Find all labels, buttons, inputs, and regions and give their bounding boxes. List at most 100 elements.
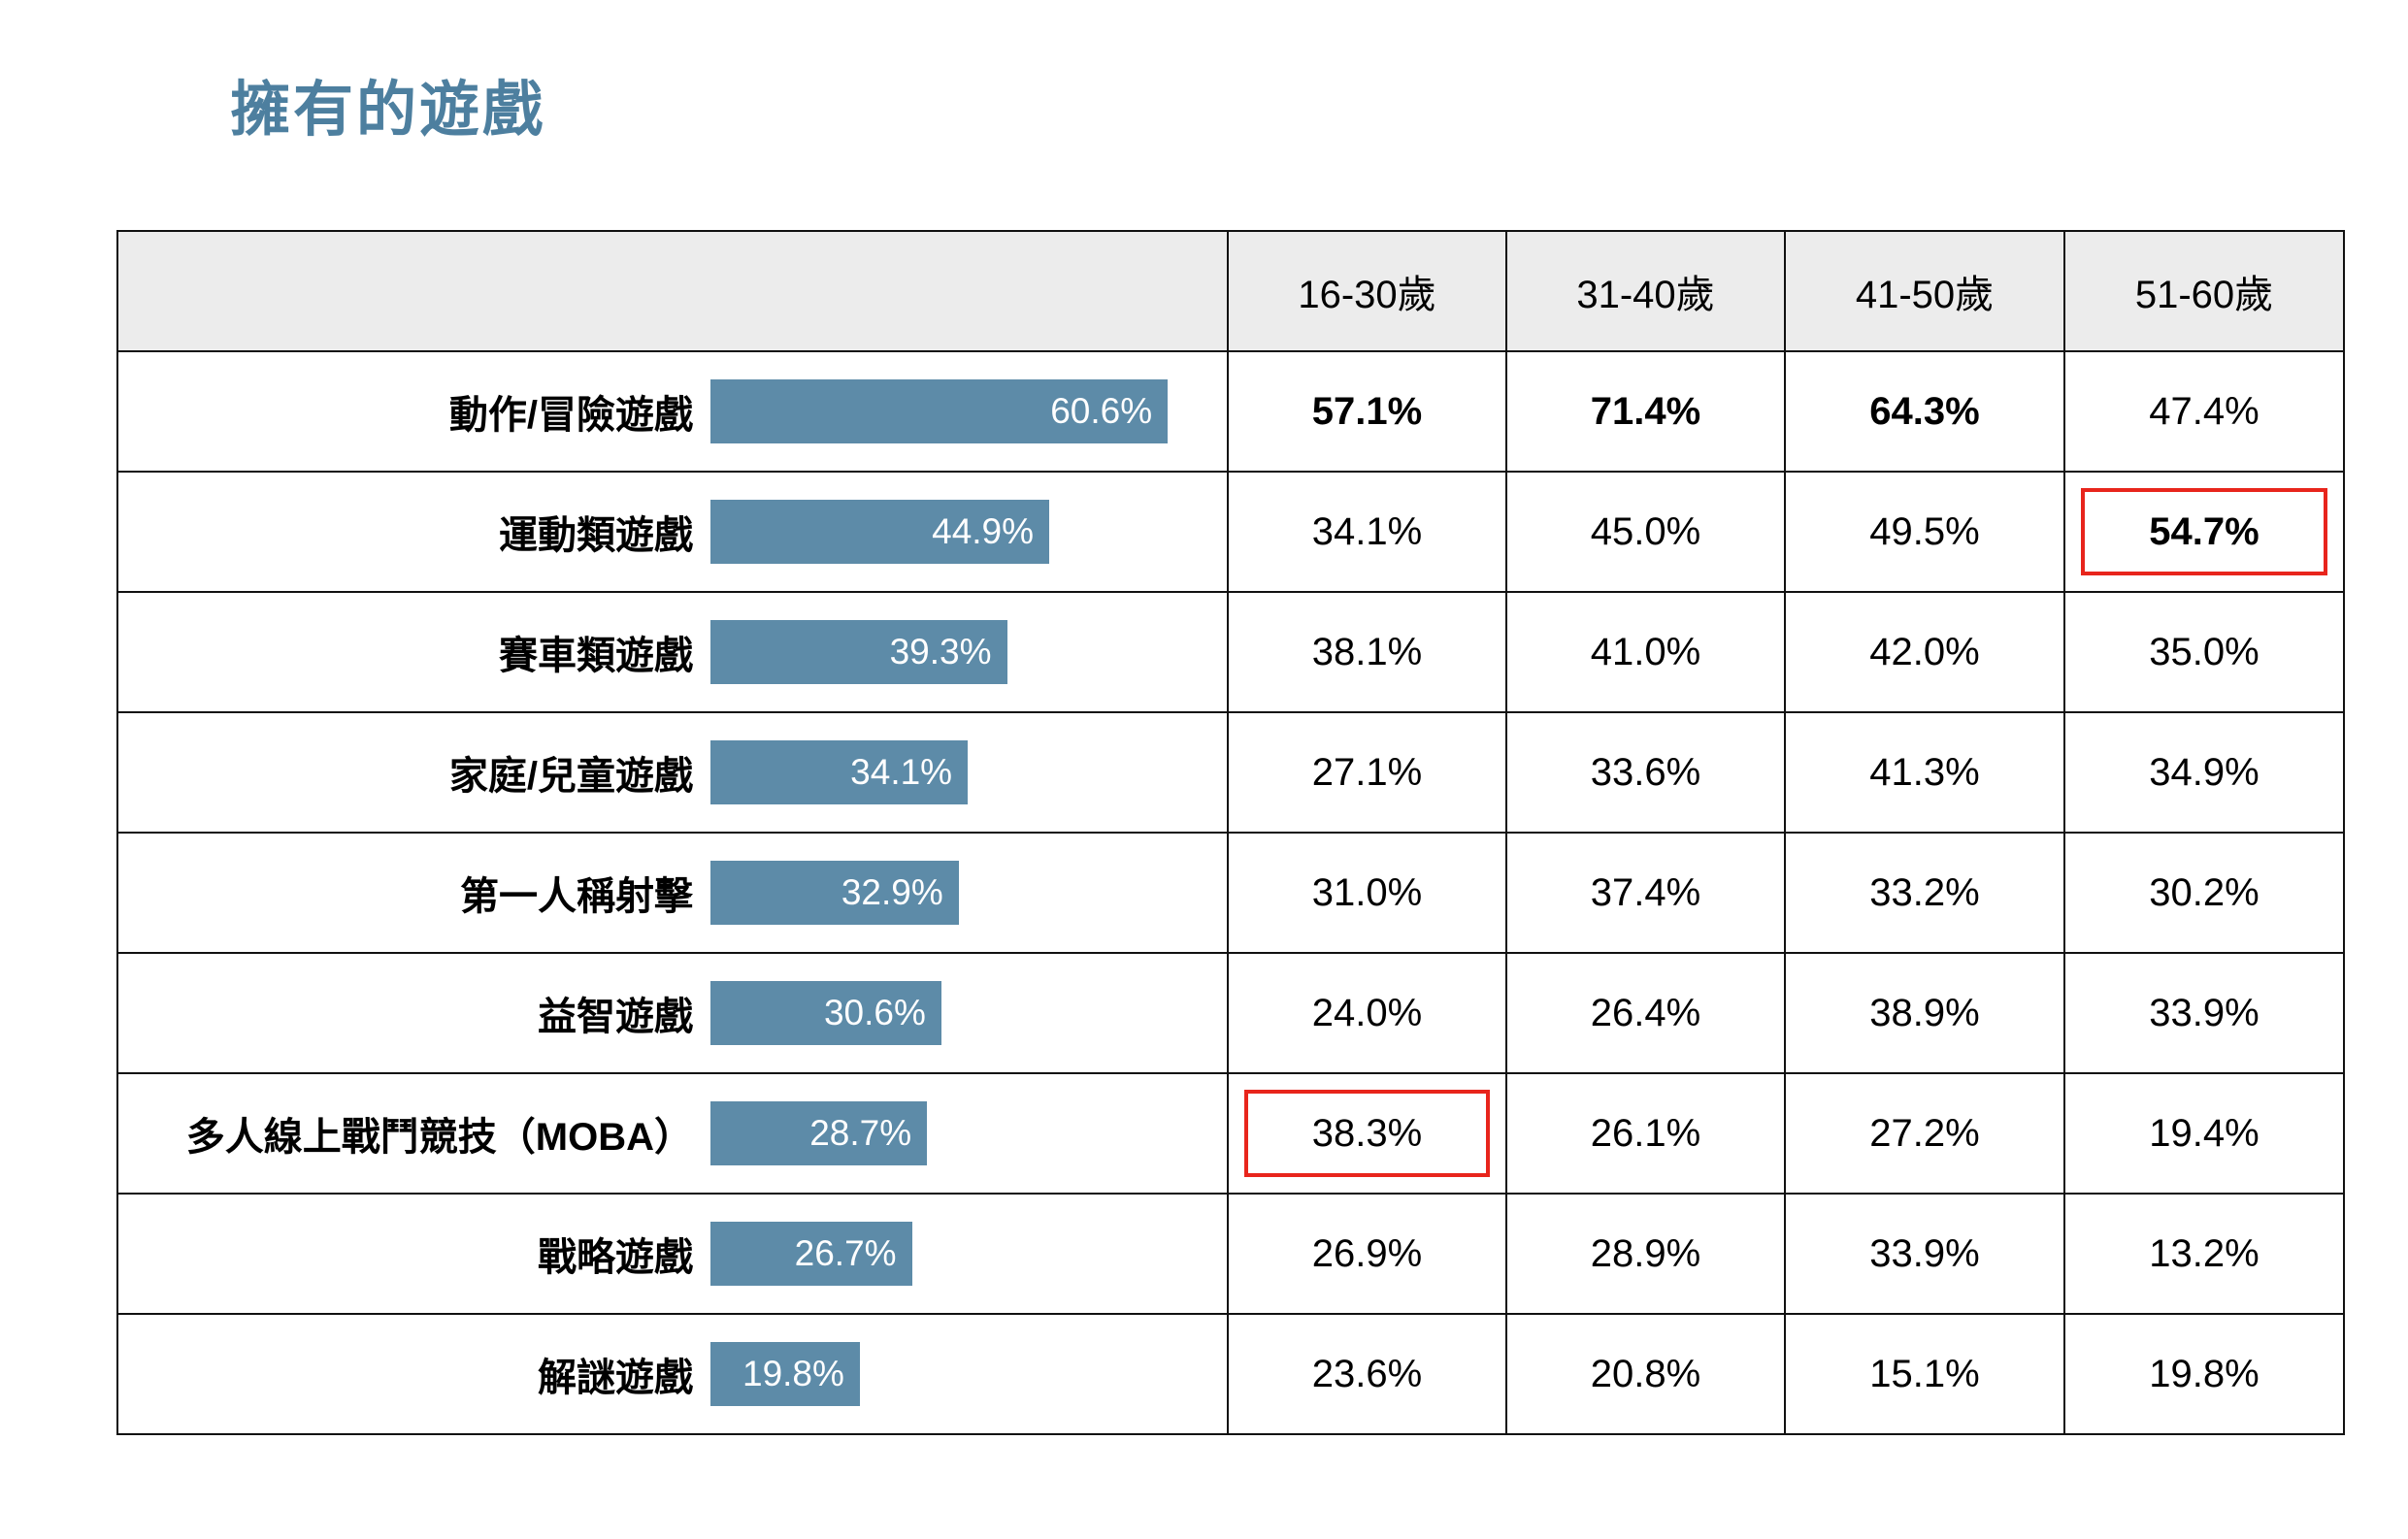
bar-track: 32.9%: [710, 861, 1178, 925]
category-label: 家庭/兒童遊戲: [448, 755, 693, 798]
value-cell: 19.4%: [2063, 1072, 2345, 1195]
value-text: 57.1%: [1311, 389, 1423, 433]
value-cell: 38.9%: [1784, 952, 2065, 1074]
column-header-age-51-60: 51-60歲: [2063, 230, 2345, 352]
value-text: 54.7%: [2149, 509, 2260, 553]
value-cell: 26.1%: [1505, 1072, 1786, 1195]
category-cell: 多人線上戰鬥競技（MOBA） 28.7%: [116, 1072, 1229, 1195]
value-text: 33.9%: [2149, 991, 2260, 1034]
value-text: 33.6%: [1590, 750, 1701, 794]
category-cell: 家庭/兒童遊戲 34.1%: [116, 711, 1229, 834]
category-cell: 賽車類遊戲 39.3%: [116, 591, 1229, 713]
bar-value-label: 39.3%: [889, 632, 992, 671]
value-text: 38.1%: [1311, 630, 1423, 673]
value-text: 33.2%: [1869, 870, 1980, 914]
category-label: 益智遊戲: [538, 996, 693, 1038]
header-empty-cell: [116, 230, 1229, 352]
category-label: 運動類遊戲: [499, 514, 693, 557]
value-cell: 20.8%: [1505, 1313, 1786, 1435]
value-text: 42.0%: [1869, 630, 1980, 673]
table-row: 運動類遊戲 44.9% 34.1% 45.0% 49.5% 54.7%: [116, 471, 2345, 593]
page-title: 擁有的遊戲: [230, 77, 546, 144]
table-row: 戰略遊戲 26.7% 26.9% 28.9% 33.9% 13.2%: [116, 1193, 2345, 1315]
bar-value-label: 32.9%: [841, 872, 943, 912]
value-cell: 27.1%: [1227, 711, 1507, 834]
category-label: 第一人稱射擊: [460, 875, 693, 918]
category-label: 解謎遊戲: [538, 1357, 693, 1399]
value-text: 26.4%: [1590, 991, 1701, 1034]
bar-track: 30.6%: [710, 981, 1178, 1045]
bar-track: 28.7%: [710, 1101, 1178, 1165]
bar-value-label: 26.7%: [794, 1233, 897, 1273]
table-header-row: 16-30歲 31-40歲 41-50歲 51-60歲: [116, 230, 2345, 352]
bar-value-label: 60.6%: [1050, 391, 1153, 431]
value-text: 41.0%: [1590, 630, 1701, 673]
table-row: 多人線上戰鬥競技（MOBA） 28.7% 38.3% 26.1% 27.2% 1…: [116, 1072, 2345, 1195]
value-cell: 42.0%: [1784, 591, 2065, 713]
value-cell: 24.0%: [1227, 952, 1507, 1074]
value-cell: 57.1%: [1227, 350, 1507, 473]
value-text: 30.2%: [2149, 870, 2260, 914]
value-cell: 34.1%: [1227, 471, 1507, 593]
category-label: 多人線上戰鬥競技（MOBA）: [185, 1116, 693, 1159]
value-cell: 71.4%: [1505, 350, 1786, 473]
value-cell: 31.0%: [1227, 832, 1507, 954]
table-row: 賽車類遊戲 39.3% 38.1% 41.0% 42.0% 35.0%: [116, 591, 2345, 713]
value-cell: 38.1%: [1227, 591, 1507, 713]
bar-track: 39.3%: [710, 620, 1178, 684]
value-text: 19.4%: [2149, 1111, 2260, 1155]
value-cell: 30.2%: [2063, 832, 2345, 954]
value-cell: 45.0%: [1505, 471, 1786, 593]
value-text: 19.8%: [2149, 1352, 2260, 1395]
category-cell: 戰略遊戲 26.7%: [116, 1193, 1229, 1315]
value-text: 38.9%: [1869, 991, 1980, 1034]
category-cell: 第一人稱射擊 32.9%: [116, 832, 1229, 954]
value-text: 27.2%: [1869, 1111, 1980, 1155]
value-text: 28.9%: [1590, 1231, 1701, 1275]
value-cell: 26.4%: [1505, 952, 1786, 1074]
value-text: 27.1%: [1311, 750, 1423, 794]
value-text: 33.9%: [1869, 1231, 1980, 1275]
value-cell: 33.2%: [1784, 832, 2065, 954]
overall-bar: 30.6%: [710, 981, 941, 1045]
value-cell: 35.0%: [2063, 591, 2345, 713]
value-cell: 41.0%: [1505, 591, 1786, 713]
table-row: 家庭/兒童遊戲 34.1% 27.1% 33.6% 41.3% 34.9%: [116, 711, 2345, 834]
value-text: 31.0%: [1311, 870, 1423, 914]
value-cell: 38.3%: [1227, 1072, 1507, 1195]
overall-bar: 28.7%: [710, 1101, 928, 1165]
category-label: 動作/冒險遊戲: [448, 394, 693, 437]
value-cell: 49.5%: [1784, 471, 2065, 593]
value-text: 38.3%: [1311, 1111, 1423, 1155]
column-header-age-16-30: 16-30歲: [1227, 230, 1507, 352]
value-text: 47.4%: [2149, 389, 2260, 433]
bar-value-label: 30.6%: [823, 993, 926, 1032]
value-cell: 23.6%: [1227, 1313, 1507, 1435]
value-text: 34.9%: [2149, 750, 2260, 794]
category-cell: 運動類遊戲 44.9%: [116, 471, 1229, 593]
value-text: 20.8%: [1590, 1352, 1701, 1395]
table-row: 動作/冒險遊戲 60.6% 57.1% 71.4% 64.3% 47.4%: [116, 350, 2345, 473]
value-text: 26.9%: [1311, 1231, 1423, 1275]
value-cell: 47.4%: [2063, 350, 2345, 473]
value-text: 24.0%: [1311, 991, 1423, 1034]
bar-track: 44.9%: [710, 500, 1178, 564]
value-cell: 41.3%: [1784, 711, 2065, 834]
games-owned-table: 16-30歲 31-40歲 41-50歲 51-60歲 動作/冒險遊戲 60.6…: [116, 230, 2345, 1435]
value-cell: 37.4%: [1505, 832, 1786, 954]
value-cell: 28.9%: [1505, 1193, 1786, 1315]
bar-track: 34.1%: [710, 740, 1178, 804]
value-text: 71.4%: [1590, 389, 1701, 433]
overall-bar: 60.6%: [710, 379, 1169, 443]
value-text: 45.0%: [1590, 509, 1701, 553]
value-text: 15.1%: [1869, 1352, 1980, 1395]
column-header-age-41-50: 41-50歲: [1784, 230, 2065, 352]
bar-track: 60.6%: [710, 379, 1178, 443]
overall-bar: 34.1%: [710, 740, 969, 804]
category-cell: 解謎遊戲 19.8%: [116, 1313, 1229, 1435]
value-cell: 64.3%: [1784, 350, 2065, 473]
overall-bar: 26.7%: [710, 1222, 912, 1286]
bar-value-label: 44.9%: [932, 511, 1035, 551]
value-cell: 13.2%: [2063, 1193, 2345, 1315]
value-text: 41.3%: [1869, 750, 1980, 794]
